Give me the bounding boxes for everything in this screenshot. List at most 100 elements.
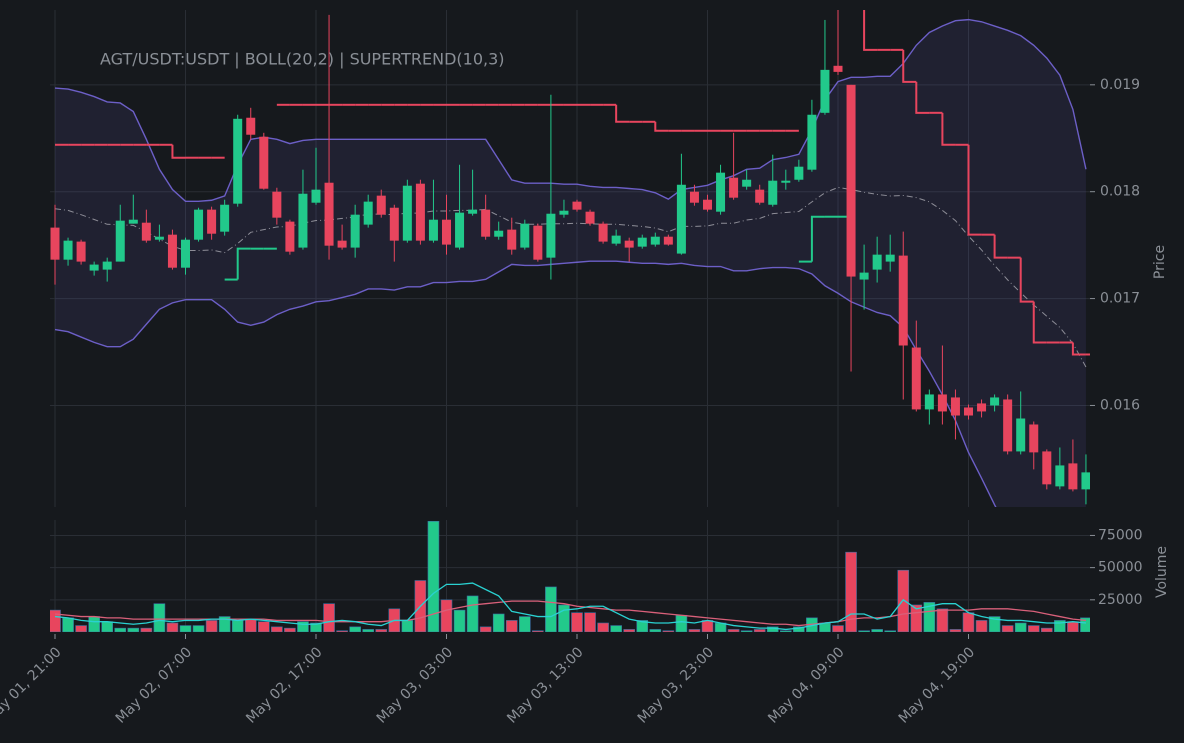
volume-bar [518, 616, 531, 632]
candle-body [807, 114, 817, 170]
candle-body [298, 193, 308, 248]
volume-bar [779, 630, 792, 632]
supertrend-segment [236, 247, 251, 280]
volume-bar [1054, 620, 1066, 632]
candle-body [611, 235, 621, 244]
volume-bar [897, 569, 910, 632]
volume-bar [871, 629, 883, 632]
supertrend-segment [915, 81, 930, 114]
candle-body [259, 136, 269, 189]
candle-body [402, 185, 412, 241]
candle-body [1042, 451, 1052, 485]
volume-bar [636, 620, 649, 632]
y-tick-label: 0.017 [1100, 291, 1140, 307]
volume-bar [336, 630, 348, 632]
supertrend-segment [1032, 301, 1047, 344]
y-tick-label: 0.016 [1100, 397, 1140, 413]
candle-body [755, 189, 765, 203]
volume-bar [988, 616, 1001, 632]
volume-bar [101, 621, 113, 632]
volume-bar [284, 627, 296, 632]
bollinger-lower [54, 260, 997, 507]
candle-body [220, 204, 230, 232]
volume-bar [923, 602, 936, 632]
volume-bar [688, 629, 701, 632]
volume-bar [75, 625, 87, 632]
volume-bar [166, 622, 179, 632]
volume-bar [1080, 617, 1090, 632]
volume-bar [427, 520, 440, 632]
supertrend-segment [993, 234, 1008, 259]
candle-body [885, 254, 895, 262]
volume-bar [1027, 625, 1040, 632]
volume-bar [884, 630, 897, 632]
candle-body [194, 209, 204, 240]
volume-bar [231, 620, 244, 632]
y-tick-label: 50000 [1098, 560, 1143, 576]
candle-body [768, 180, 778, 205]
candle-body [833, 65, 843, 72]
candle-body [533, 225, 543, 260]
candle-body [415, 183, 425, 241]
volume-bar [766, 626, 779, 632]
candle-body [1081, 472, 1090, 490]
volume-bar [440, 599, 453, 632]
y-axis-label: Volume [1154, 546, 1170, 598]
candle-body [311, 189, 321, 203]
candle-body [363, 201, 373, 225]
candle-body [376, 195, 386, 215]
candle-body [872, 254, 882, 270]
candle-body [585, 211, 595, 224]
volume-bar [558, 604, 570, 632]
candle-body [442, 219, 451, 245]
candle-body [102, 261, 112, 270]
volume-bar [153, 603, 166, 632]
volume-bar [492, 613, 505, 632]
supertrend-segment [1071, 342, 1086, 356]
volume-bar [401, 620, 414, 632]
bollinger-middle [54, 186, 1087, 368]
candle-body [128, 219, 138, 224]
volume-bar [323, 603, 335, 632]
candle-body [1055, 465, 1065, 487]
candle-body [89, 264, 99, 271]
candle-body [154, 236, 164, 240]
supertrend-segment [810, 215, 825, 262]
candle-body [1029, 424, 1039, 453]
volume-bar [62, 617, 74, 632]
volume-bar [701, 620, 714, 632]
candle-body [716, 172, 726, 212]
volume-bar [675, 614, 688, 632]
volume-bar [310, 622, 322, 632]
volume-bar [610, 625, 622, 632]
candle-body [559, 210, 569, 215]
y-tick-label: 25000 [1098, 592, 1143, 608]
volume-bar [505, 620, 518, 632]
volume-bar [179, 625, 192, 632]
volume-bar [140, 627, 153, 632]
volume-bar [936, 608, 949, 632]
candle-body [924, 394, 934, 410]
candle-body [663, 236, 673, 245]
y-axis-label: Price [1152, 245, 1168, 279]
candle-body [1016, 418, 1026, 452]
candle-body [324, 182, 334, 246]
candle-body [207, 209, 217, 234]
candle-body [507, 229, 517, 250]
candle-body [546, 213, 556, 258]
candle-body [950, 397, 960, 416]
volume-bar [727, 629, 740, 632]
volume-bar [975, 620, 988, 632]
volume-bar [584, 612, 596, 632]
volume-bar [205, 620, 218, 632]
candle-body [742, 179, 752, 187]
volume-bar [832, 625, 844, 632]
supertrend-segment [1019, 257, 1034, 303]
candle-body [494, 230, 504, 237]
volume-bar [127, 627, 140, 632]
candle-body [481, 209, 491, 237]
volume-bar [1067, 621, 1079, 632]
candle-body [911, 347, 921, 410]
volume-bar [962, 612, 975, 632]
volume-bar [597, 622, 609, 632]
